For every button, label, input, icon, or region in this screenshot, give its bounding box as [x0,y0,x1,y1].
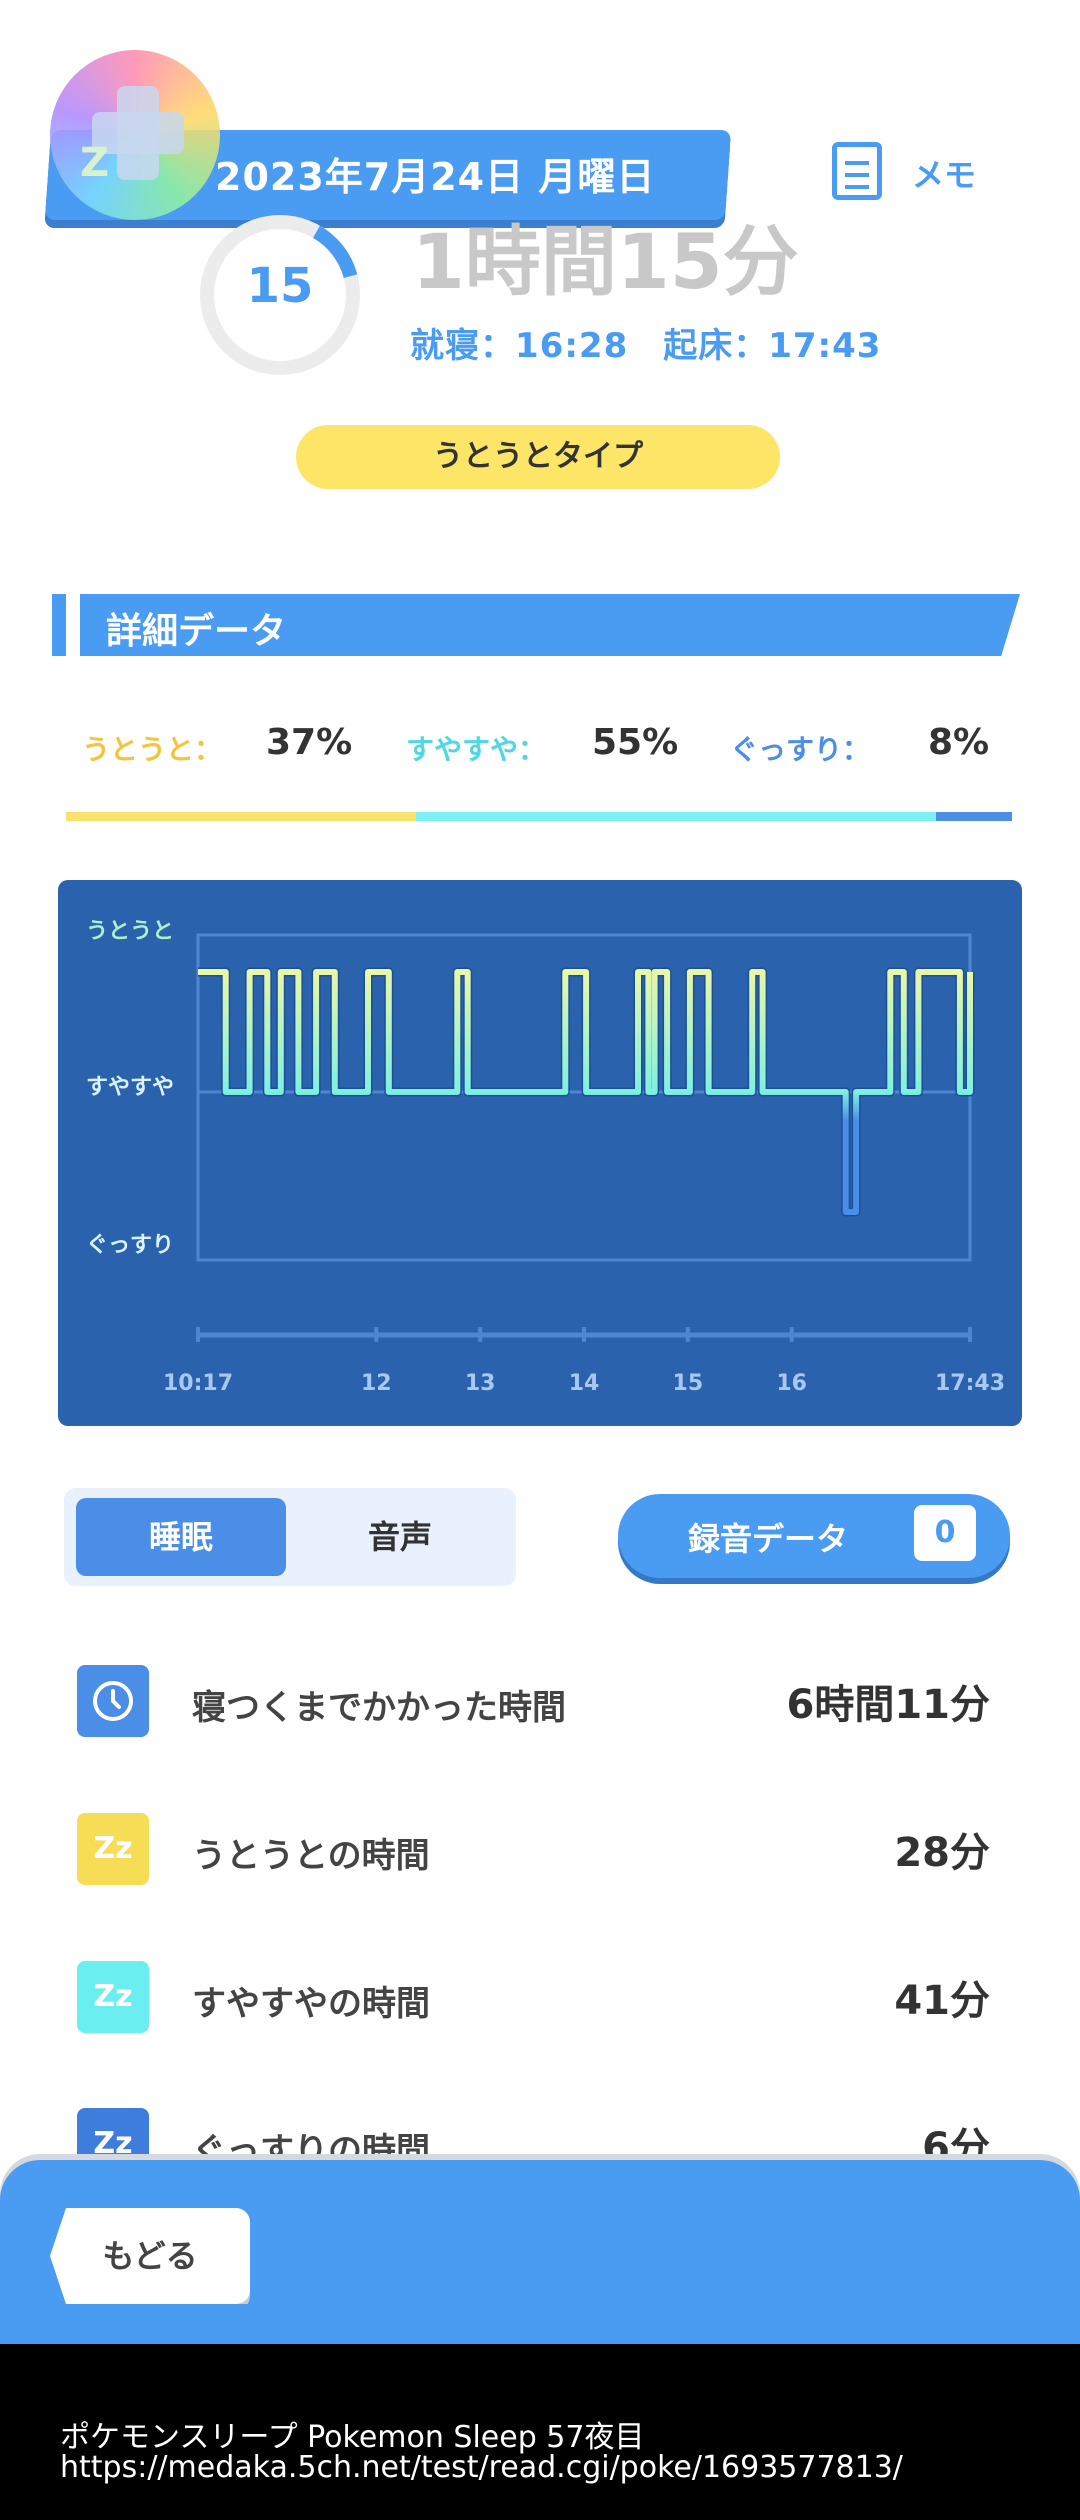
zzz-light-icon: Zz [77,1813,149,1885]
recording-label[interactable]: 録音データ [688,1520,849,1558]
row-label-fall-asleep: 寝つくまでかかった時間 [192,1688,566,1728]
sleep-score: 15 [246,258,314,314]
stage-percent-light: 37% [266,722,353,763]
stage-bar-normal [416,812,937,821]
caption-footer [0,2344,1080,2520]
memo-button-label[interactable]: メモ [912,156,977,194]
y-level-label: ぐっすり [86,1233,174,1258]
stage-percent-normal: 55% [592,722,679,763]
y-level-label: うとうと [86,919,174,944]
row-value-light: 28分 [894,1830,990,1876]
stage-label-light: うとうと： [82,733,223,766]
section-header-accent [52,594,66,656]
date-title: 2023年7月24日 月曜日 [215,155,656,199]
row-label-light: うとうとの時間 [192,1836,430,1876]
zzz-icon: Z [80,140,110,186]
sleep-type-badge: うとうとタイプ [296,425,780,489]
memo-icon[interactable] [832,142,882,200]
x-tick-label: 13 [465,1371,496,1396]
stage-label-normal: すやすや： [406,733,547,766]
y-level-label: すやすや [86,1075,174,1100]
section-title: 詳細データ [106,611,287,652]
dpad-icon-vertical[interactable] [117,86,159,180]
x-tick-label: 15 [673,1371,704,1396]
x-tick-label: 10:17 [163,1371,233,1396]
tab-audio[interactable]: 音声 [367,1518,432,1556]
recording-count: 0 [914,1505,976,1561]
caption-line-1: ポケモンスリープ Pokemon Sleep 57夜目 [60,2420,645,2455]
row-value-fall-asleep: 6時間11分 [786,1682,991,1728]
back-button[interactable]: もどる [50,2208,250,2304]
row-label-normal: すやすやの時間 [192,1984,430,2024]
stage-percent-deep: 8% [928,722,990,763]
zzz-normal-icon: Zz [77,1961,149,2033]
stage-bar-deep [936,812,1012,821]
x-tick-label: 14 [569,1371,600,1396]
stage-bar-light [66,812,417,821]
sleep-duration: 1時間15分 [412,217,799,306]
sleep-chart: うとうとすやすやぐっすり 10:17 12 13 14 15 16 17:43 [58,880,1022,1426]
sleep-times: 就寝：16:28 起床：17:43 [410,326,882,366]
x-tick-label: 12 [361,1371,392,1396]
stage-label-deep: ぐっすり： [730,733,871,766]
x-tick-label: 16 [776,1371,807,1396]
row-value-normal: 41分 [894,1978,990,2024]
x-tick-label: 17:43 [935,1371,1005,1396]
caption-line-2: https://medaka.5ch.net/test/read.cgi/pok… [60,2450,903,2485]
section-header [80,594,1020,656]
hypnogram-line [198,969,973,1215]
tab-sleep[interactable]: 睡眠 [76,1498,286,1576]
clock-icon [77,1665,149,1737]
